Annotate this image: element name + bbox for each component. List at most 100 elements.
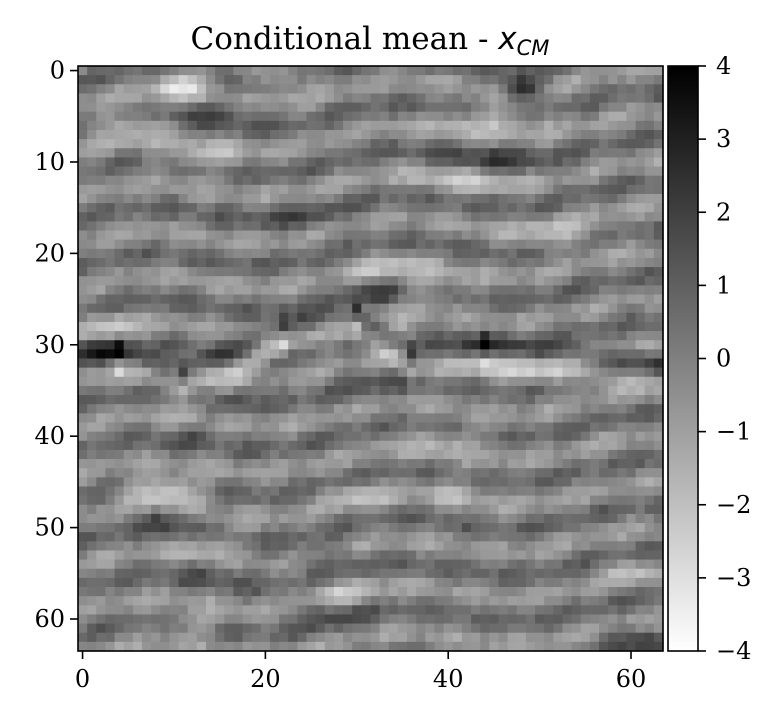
heatmap-cell <box>114 376 125 387</box>
heatmap-cell <box>498 541 509 552</box>
heatmap-cell <box>324 267 335 277</box>
heatmap-cell <box>361 385 372 396</box>
heatmap-cell <box>78 605 88 616</box>
heatmap-cell <box>123 641 134 652</box>
heatmap-cell <box>407 431 417 442</box>
heatmap-cell <box>343 587 353 597</box>
heatmap-cell <box>370 248 381 259</box>
heatmap-cell <box>653 413 664 424</box>
heatmap-cell <box>151 175 161 186</box>
heatmap-cell <box>343 84 353 95</box>
heatmap-cell <box>306 294 317 305</box>
heatmap-cell <box>535 193 545 204</box>
heatmap-cell <box>169 184 180 195</box>
heatmap-cell <box>553 523 564 533</box>
heatmap-cell <box>525 257 536 268</box>
heatmap-cell <box>333 267 344 277</box>
heatmap-cell <box>644 632 655 643</box>
heatmap-cell <box>260 504 271 515</box>
heatmap-cell <box>352 93 362 104</box>
y-tick-label: 10 <box>34 148 65 176</box>
heatmap-cell <box>324 550 335 561</box>
heatmap-cell <box>626 641 637 652</box>
heatmap-cell <box>379 285 390 296</box>
heatmap-cell <box>361 349 372 360</box>
heatmap-cell <box>233 230 244 241</box>
heatmap-cell <box>571 312 582 323</box>
heatmap-cell <box>443 587 454 597</box>
heatmap-cell <box>617 248 628 259</box>
y-tick-label: 20 <box>34 239 65 267</box>
heatmap-cell <box>626 623 637 634</box>
heatmap-cell <box>507 440 518 451</box>
heatmap-cell <box>452 340 463 350</box>
heatmap-cell <box>480 193 490 204</box>
heatmap-cell <box>288 559 298 570</box>
heatmap-cell <box>388 312 399 323</box>
heatmap-cell <box>425 239 436 250</box>
heatmap-cell <box>489 148 500 159</box>
heatmap-cell <box>626 614 637 625</box>
heatmap-cell <box>288 193 298 204</box>
heatmap-cell <box>416 614 426 625</box>
heatmap-cell <box>333 294 344 305</box>
heatmap-cell <box>544 212 554 222</box>
heatmap-cell <box>562 193 573 204</box>
heatmap-cell <box>160 321 171 332</box>
heatmap-cell <box>599 340 609 350</box>
heatmap-cell <box>434 184 445 195</box>
heatmap-cell <box>306 129 317 140</box>
heatmap-cell <box>333 166 344 177</box>
heatmap-cell <box>370 257 381 268</box>
heatmap-cell <box>589 257 600 268</box>
heatmap-cell <box>388 358 399 369</box>
heatmap-cell <box>324 568 335 579</box>
heatmap-cell <box>178 641 189 652</box>
heatmap-cell <box>288 632 298 643</box>
heatmap-cell <box>580 203 591 213</box>
heatmap-cell <box>617 193 628 204</box>
heatmap-cell <box>242 404 253 414</box>
heatmap-cell <box>562 93 573 104</box>
heatmap-cell <box>260 248 271 259</box>
heatmap-cell <box>269 459 280 469</box>
heatmap-cell <box>333 157 344 168</box>
heatmap-cell <box>251 459 262 469</box>
heatmap-cell <box>599 248 609 259</box>
heatmap-cell <box>315 422 326 433</box>
heatmap-cell <box>251 596 262 606</box>
heatmap-cell <box>169 367 180 378</box>
heatmap-cell <box>343 532 353 542</box>
heatmap-cell <box>461 605 472 616</box>
heatmap-cell <box>105 395 116 405</box>
heatmap-cell <box>388 184 399 195</box>
heatmap-cell <box>187 340 198 350</box>
heatmap-cell <box>644 303 655 314</box>
heatmap-cell <box>151 66 161 76</box>
heatmap-cell <box>544 541 554 552</box>
heatmap-cell <box>480 267 490 277</box>
heatmap-cell <box>379 413 390 424</box>
heatmap-cell <box>507 587 518 597</box>
heatmap-cell <box>224 623 234 634</box>
heatmap-cell <box>215 175 225 186</box>
heatmap-cell <box>169 129 180 140</box>
heatmap-cell <box>178 623 189 634</box>
heatmap-cell <box>306 221 317 232</box>
heatmap-cell <box>87 486 97 497</box>
heatmap-cell <box>507 504 518 515</box>
heatmap-cell <box>141 358 152 369</box>
heatmap-cell <box>617 239 628 250</box>
heatmap-cell <box>425 395 436 405</box>
heatmap-cell <box>169 504 180 515</box>
heatmap-cell <box>297 312 308 323</box>
heatmap-cell <box>425 139 436 149</box>
heatmap-cell <box>461 623 472 634</box>
heatmap-cell <box>535 230 545 241</box>
heatmap-cell <box>535 331 545 341</box>
heatmap-cell <box>416 331 426 341</box>
heatmap-cell <box>379 248 390 259</box>
heatmap-cell <box>644 175 655 186</box>
heatmap-cell <box>370 75 381 85</box>
heatmap-cell <box>626 285 637 296</box>
